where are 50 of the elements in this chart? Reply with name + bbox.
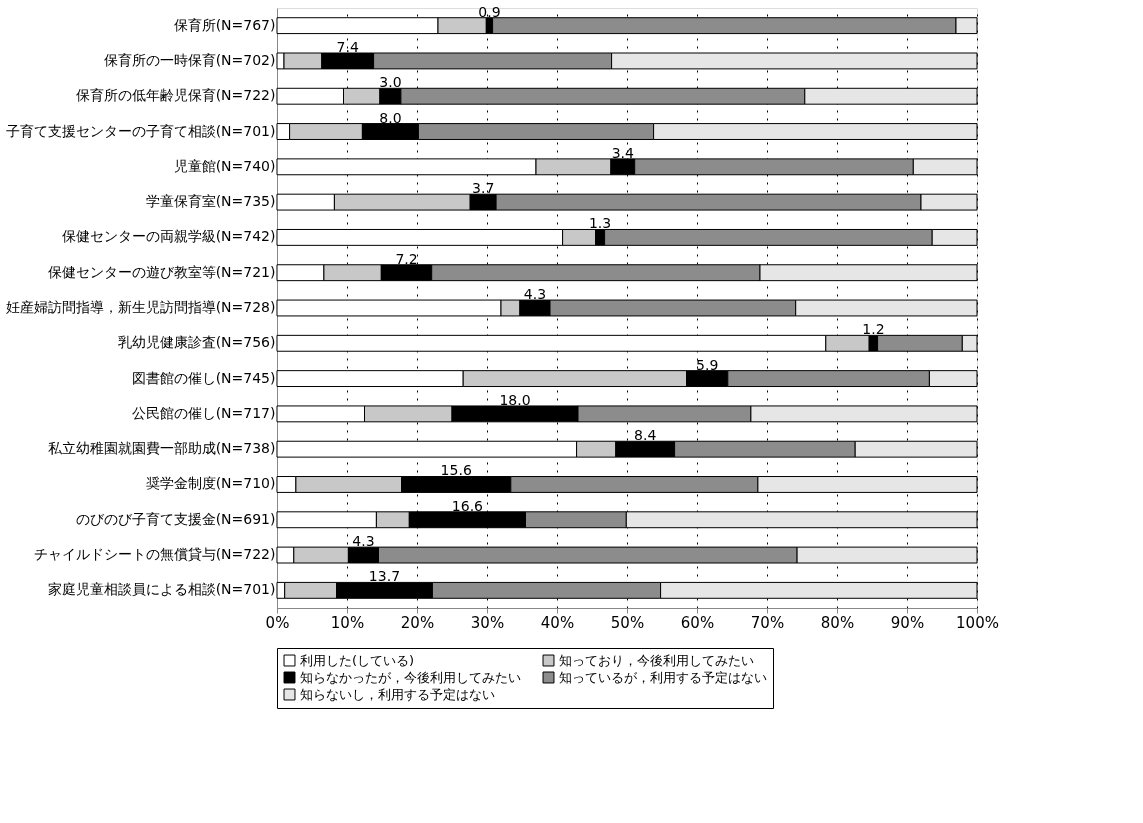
data-label: 7.2	[395, 250, 418, 267]
y-tick-label: 保育所の一時保育(N=702)	[103, 51, 276, 68]
y-tick-label: 学童保育室(N=735)	[145, 193, 276, 210]
y-tick-label: 妊産婦訪問指導，新生児訪問指導(N=728)	[5, 299, 276, 315]
x-tick-label: 50%	[610, 613, 645, 632]
data-label: 15.6	[440, 462, 472, 479]
data-label: 3.4	[611, 144, 635, 161]
x-tick-label: 100%	[956, 613, 999, 632]
y-tick-label: 奨学金制度(N=710)	[145, 475, 276, 492]
x-tick-label: 60%	[680, 613, 715, 632]
data-label: 16.6	[451, 497, 484, 514]
x-tick-label: 0%	[265, 613, 290, 632]
x-tick-label: 10%	[330, 613, 365, 632]
data-label: 8.0	[379, 109, 402, 126]
legend-label: 知っているが，利用する予定はない	[559, 669, 767, 685]
data-label: 5.9	[696, 356, 719, 373]
y-tick-label: 図書館の催し(N=745)	[131, 369, 276, 386]
data-label: 13.7	[368, 568, 401, 585]
y-tick-label: 公民館の催し(N=717)	[131, 404, 276, 421]
legend-label: 知らなかったが，今後利用してみたい	[300, 669, 521, 685]
legend-label: 知らないし，利用する予定はない	[300, 686, 495, 702]
x-tick-label: 90%	[890, 613, 925, 632]
x-tick-label: 20%	[400, 613, 435, 632]
y-tick-label: 子育て支援センターの子育て相談(N=701)	[5, 122, 276, 139]
data-label: 4.3	[352, 533, 375, 550]
x-tick-label: 80%	[820, 613, 855, 632]
data-label: 3.0	[379, 74, 402, 91]
y-tick-label: 保健センターの両親学級(N=742)	[61, 228, 276, 245]
data-label: 18.0	[499, 391, 531, 408]
y-tick-label: 保育所の低年齢児保育(N=722)	[75, 87, 276, 104]
data-label: 0.9	[478, 3, 501, 20]
legend-label: 利用した(している)	[300, 652, 415, 668]
x-tick-label: 40%	[540, 613, 575, 632]
y-tick-label: 乳幼児健康診査(N=756)	[117, 334, 276, 351]
y-tick-label: 家庭児童相談員による相談(N=701)	[47, 581, 276, 598]
y-tick-label: 保健センターの遊び教室等(N=721)	[47, 263, 276, 280]
data-label: 8.4	[634, 427, 657, 444]
data-label: 1.3	[588, 215, 612, 232]
x-tick-label: 70%	[750, 613, 785, 632]
legend-label: 知っており，今後利用してみたい	[559, 652, 754, 668]
data-label: 3.7	[472, 180, 495, 197]
x-tick-label: 30%	[470, 613, 505, 632]
y-tick-label: 私立幼稚園就園費一部助成(N=738)	[47, 440, 276, 457]
data-label: 1.2	[862, 321, 885, 338]
data-label: 4.3	[523, 286, 547, 302]
y-tick-label: 児童館(N=740)	[173, 157, 276, 174]
y-tick-label: のびのび子育て支援金(N=691)	[75, 510, 276, 527]
y-tick-label: 保育所(N=767)	[173, 16, 276, 33]
data-label: 7.4	[336, 38, 359, 55]
y-tick-label: チャイルドシートの無償貸与(N=722)	[33, 546, 276, 563]
